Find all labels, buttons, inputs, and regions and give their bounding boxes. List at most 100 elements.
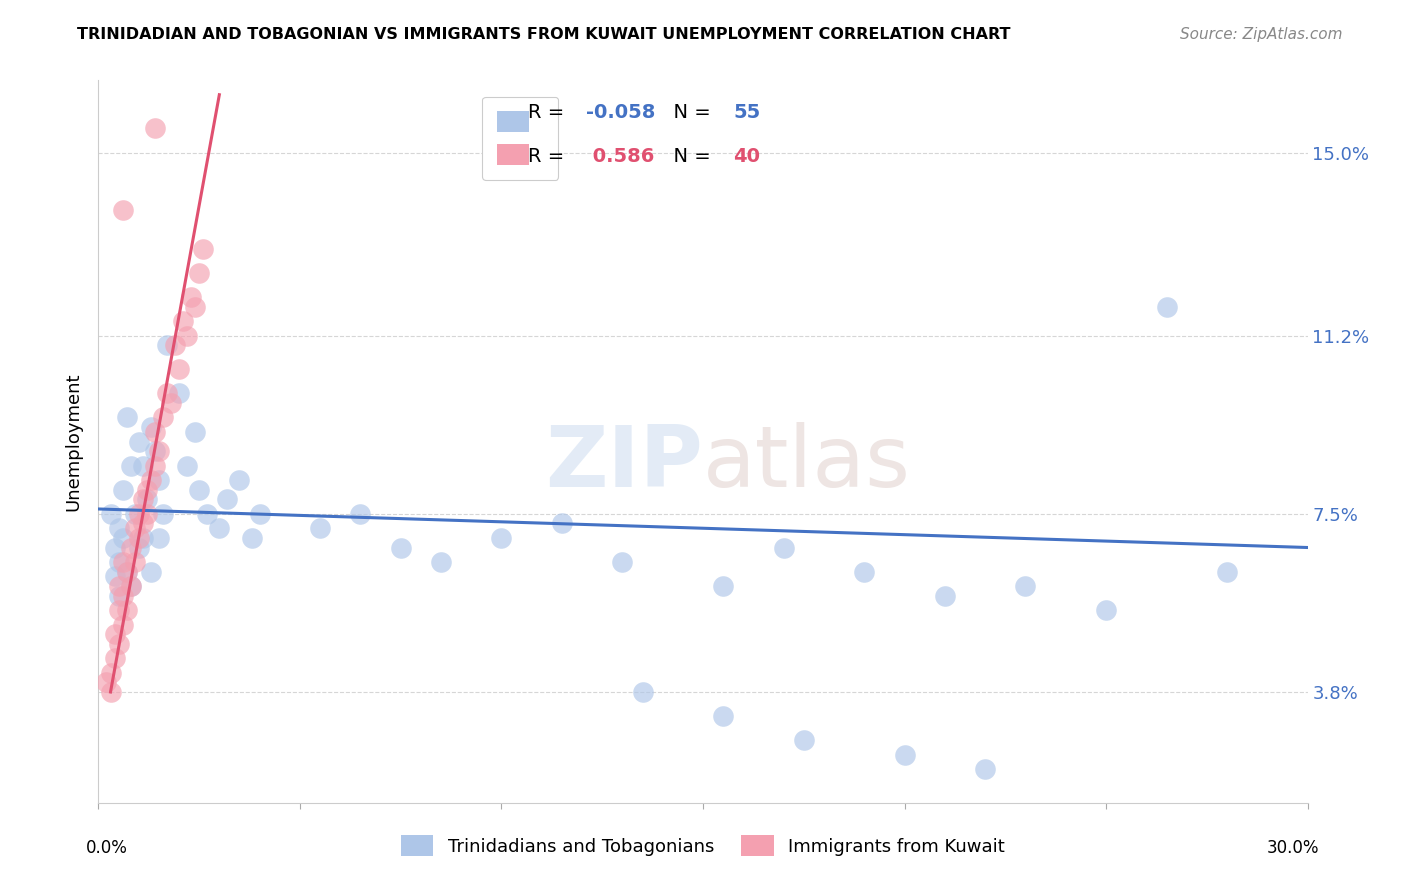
Point (143, 425, 166, 439)
Point (160, 396, 183, 410)
Point (491, 531, 513, 545)
Point (143, 121, 166, 136)
Point (111, 617, 134, 632)
Point (148, 444, 170, 458)
Point (631, 685, 654, 699)
Point (115, 565, 138, 579)
Point (551, 516, 574, 531)
Text: -0.058: -0.058 (586, 103, 655, 122)
Text: 0.586: 0.586 (586, 146, 654, 166)
Point (195, 507, 218, 521)
Point (132, 516, 155, 531)
Point (120, 579, 142, 593)
Point (107, 555, 129, 569)
Point (228, 473, 250, 487)
Point (128, 507, 150, 521)
Point (111, 555, 134, 569)
Text: N =: N = (661, 146, 717, 166)
Point (349, 507, 371, 521)
Text: atlas: atlas (703, 422, 911, 505)
Point (217, 492, 239, 507)
Point (1095, 603, 1118, 617)
Text: R =: R = (527, 146, 571, 166)
Point (128, 541, 150, 555)
Point (135, 483, 157, 497)
Point (184, 300, 207, 314)
Point (152, 507, 174, 521)
Point (115, 410, 138, 425)
Point (107, 603, 129, 617)
Point (135, 507, 157, 521)
Point (163, 338, 186, 352)
Point (107, 579, 129, 593)
Point (115, 565, 138, 579)
Point (156, 386, 179, 401)
Point (132, 531, 155, 545)
Text: 30.0%: 30.0% (1267, 839, 1320, 857)
Point (100, 507, 122, 521)
Point (176, 458, 198, 473)
Point (103, 569, 125, 583)
Point (612, 555, 634, 569)
Point (111, 589, 134, 603)
Point (180, 290, 202, 304)
Point (111, 483, 134, 497)
Text: N =: N = (661, 103, 717, 122)
Text: ZIP: ZIP (546, 422, 703, 505)
Point (107, 589, 129, 603)
Text: R =: R = (527, 103, 571, 122)
Point (103, 541, 125, 555)
Point (389, 541, 412, 555)
Point (124, 555, 146, 569)
Point (1216, 565, 1239, 579)
Point (793, 733, 815, 747)
Point (208, 521, 231, 535)
Point (167, 386, 190, 401)
Point (188, 266, 211, 280)
Point (103, 651, 125, 665)
Point (240, 531, 263, 545)
Point (132, 458, 155, 473)
Point (120, 458, 142, 473)
Point (120, 579, 142, 593)
Point (124, 507, 146, 521)
Point (184, 425, 207, 439)
Point (309, 521, 332, 535)
Point (128, 531, 150, 545)
Point (120, 541, 142, 555)
Text: 40: 40 (734, 146, 761, 166)
Point (974, 762, 997, 776)
Point (176, 328, 198, 343)
Point (143, 444, 166, 458)
Point (143, 458, 166, 473)
Point (107, 637, 129, 651)
Point (193, 242, 215, 256)
Point (711, 579, 734, 593)
Point (934, 589, 956, 603)
Legend: , : , (482, 96, 558, 180)
Point (96, 675, 118, 690)
Text: 0.0%: 0.0% (86, 839, 128, 857)
Point (115, 603, 138, 617)
Point (135, 492, 157, 507)
Point (100, 685, 122, 699)
Point (172, 314, 194, 328)
Text: TRINIDADIAN AND TOBAGONIAN VS IMMIGRANTS FROM KUWAIT UNEMPLOYMENT CORRELATION CH: TRINIDADIAN AND TOBAGONIAN VS IMMIGRANTS… (77, 27, 1011, 42)
Text: 55: 55 (734, 103, 761, 122)
Text: Source: ZipAtlas.com: Source: ZipAtlas.com (1180, 27, 1343, 42)
Point (188, 483, 211, 497)
Point (772, 541, 794, 555)
Point (111, 531, 134, 545)
Legend: Trinidadians and Tobagonians, Immigrants from Kuwait: Trinidadians and Tobagonians, Immigrants… (392, 826, 1014, 865)
Point (111, 203, 134, 218)
Point (152, 410, 174, 425)
Point (139, 473, 162, 487)
Point (1156, 300, 1178, 314)
Point (148, 473, 170, 487)
Point (430, 555, 453, 569)
Point (128, 434, 150, 449)
Point (132, 492, 155, 507)
Point (711, 709, 734, 723)
Y-axis label: Unemployment: Unemployment (65, 372, 83, 511)
Point (853, 565, 876, 579)
